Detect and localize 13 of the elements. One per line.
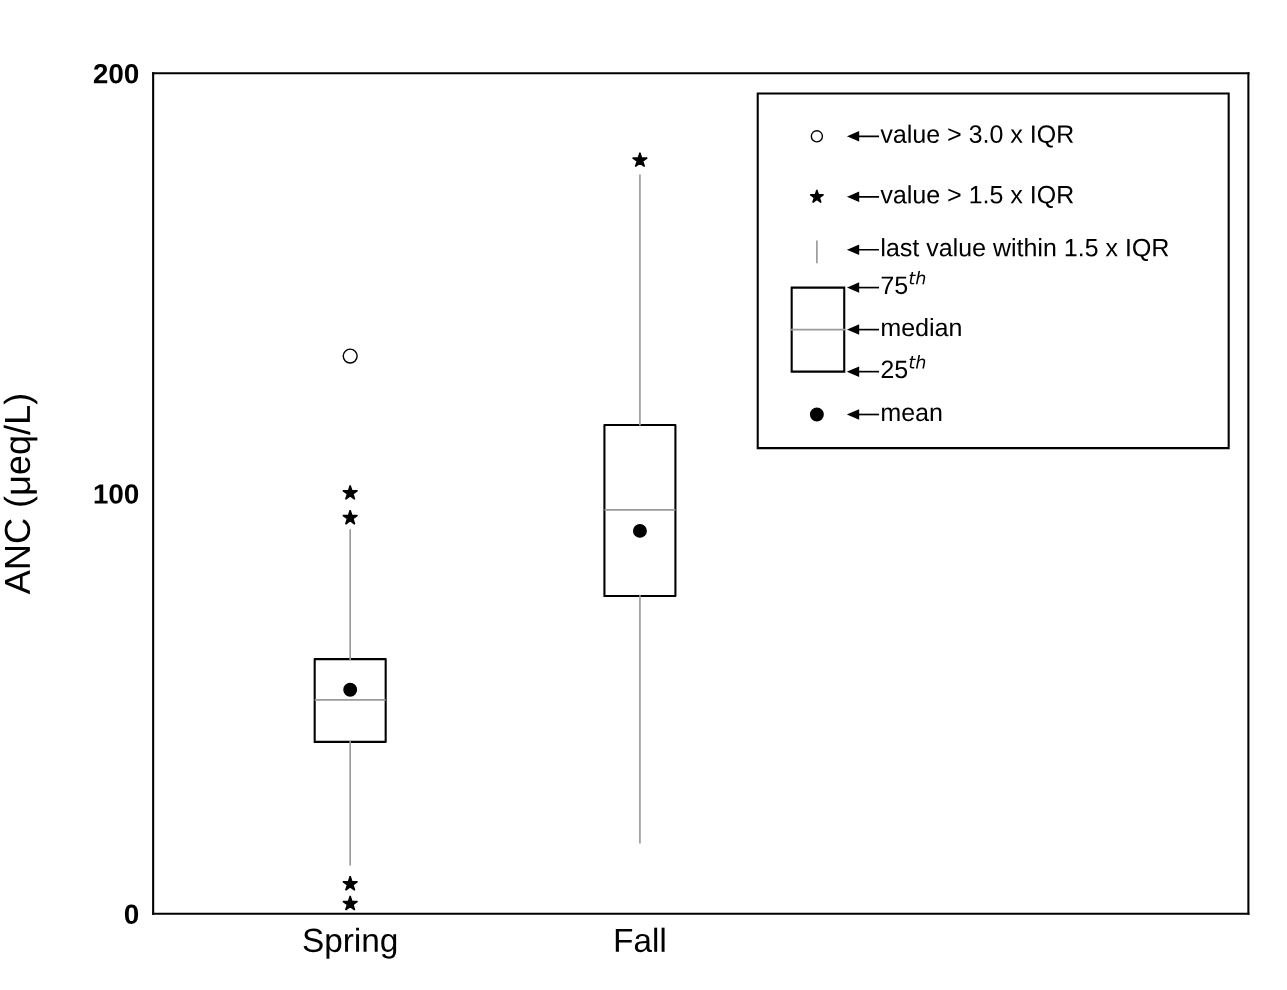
y-tick-label: 0: [124, 904, 139, 925]
text: last value within 1.5 x IQR: [882, 238, 1169, 261]
y-axis-title: ANC (μeq/L): [3, 395, 38, 595]
text: value > 3.0 x IQR: [880, 124, 1074, 148]
text: value > 1.5 x IQR: [880, 185, 1074, 208]
text: 25$^{th}$: [881, 355, 926, 379]
x-tick-label: Spring: [303, 927, 397, 959]
x-tick-label: Fall: [615, 927, 665, 953]
text: median: [882, 317, 961, 337]
text: mean: [882, 407, 942, 422]
y-tick-label: 200: [93, 63, 139, 84]
text: 75$^{th}$: [881, 271, 926, 295]
y-tick-label: 100: [94, 484, 139, 504]
